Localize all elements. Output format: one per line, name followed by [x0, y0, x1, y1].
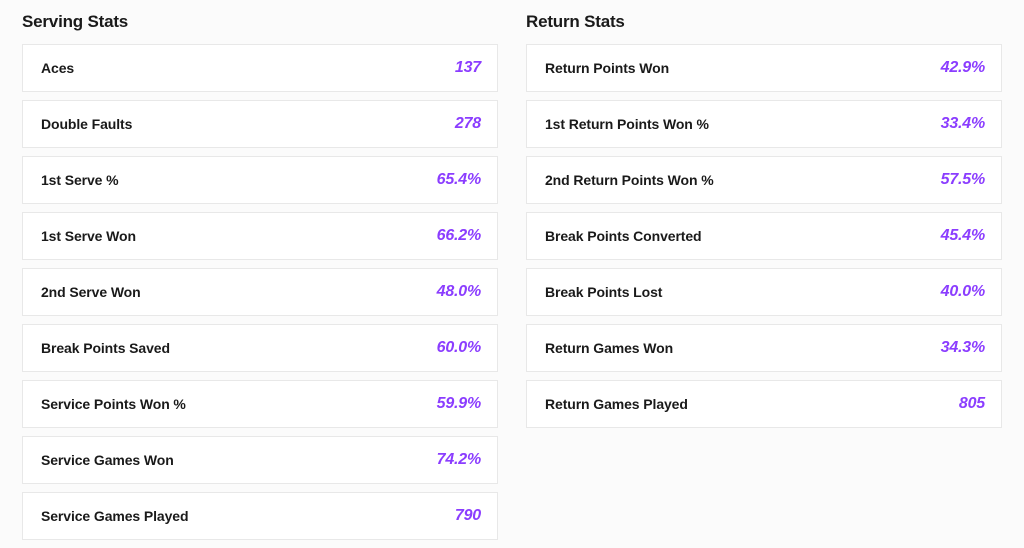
stat-row: 2nd Return Points Won % 57.5%	[526, 156, 1002, 204]
stat-label: 1st Return Points Won %	[545, 116, 709, 132]
stat-value: 57.5%	[941, 171, 985, 189]
stat-value: 34.3%	[941, 339, 985, 357]
stat-value: 278	[455, 115, 481, 133]
stat-label: Aces	[41, 60, 74, 76]
stat-label: 2nd Serve Won	[41, 284, 141, 300]
stat-value: 60.0%	[437, 339, 481, 357]
stat-value: 40.0%	[941, 283, 985, 301]
stat-label: Double Faults	[41, 116, 132, 132]
stat-row: Aces 137	[22, 44, 498, 92]
stat-value: 48.0%	[437, 283, 481, 301]
stat-value: 33.4%	[941, 115, 985, 133]
stat-label: Break Points Saved	[41, 340, 170, 356]
stat-row: 2nd Serve Won 48.0%	[22, 268, 498, 316]
stat-label: Break Points Converted	[545, 228, 702, 244]
stat-label: 2nd Return Points Won %	[545, 172, 714, 188]
stat-label: Return Games Won	[545, 340, 673, 356]
stats-columns: Serving Stats Aces 137 Double Faults 278 1st…	[22, 12, 1002, 548]
stat-label: 1st Serve %	[41, 172, 119, 188]
stat-value: 137	[455, 59, 481, 77]
stat-row: Return Points Won 42.9%	[526, 44, 1002, 92]
stat-row: Double Faults 278	[22, 100, 498, 148]
stat-value: 805	[959, 395, 985, 413]
stat-value: 45.4%	[941, 227, 985, 245]
stat-row: 1st Serve Won 66.2%	[22, 212, 498, 260]
stat-label: Service Games Played	[41, 508, 188, 524]
serving-stats-column: Serving Stats Aces 137 Double Faults 278 1st…	[22, 12, 498, 548]
stat-row: Return Games Played 805	[526, 380, 1002, 428]
stat-label: Break Points Lost	[545, 284, 662, 300]
stat-row: Break Points Lost 40.0%	[526, 268, 1002, 316]
stat-row: Service Games Won 74.2%	[22, 436, 498, 484]
stat-row: 1st Return Points Won % 33.4%	[526, 100, 1002, 148]
stat-value: 74.2%	[437, 451, 481, 469]
return-stats-list: Return Points Won 42.9% 1st Return Points …	[526, 44, 1002, 428]
stat-label: Return Points Won	[545, 60, 669, 76]
stat-label: Return Games Played	[545, 396, 688, 412]
stat-value: 59.9%	[437, 395, 481, 413]
stat-row: Service Games Played 790	[22, 492, 498, 540]
stat-value: 66.2%	[437, 227, 481, 245]
stat-label: 1st Serve Won	[41, 228, 136, 244]
stat-value: 790	[455, 507, 481, 525]
stat-value: 42.9%	[941, 59, 985, 77]
stat-label: Service Games Won	[41, 452, 174, 468]
stat-row: Break Points Converted 45.4%	[526, 212, 1002, 260]
return-stats-title: Return Stats	[526, 12, 1002, 32]
stat-row: Return Games Won 34.3%	[526, 324, 1002, 372]
stat-row: Service Points Won % 59.9%	[22, 380, 498, 428]
stat-value: 65.4%	[437, 171, 481, 189]
stat-row: 1st Serve % 65.4%	[22, 156, 498, 204]
stat-label: Service Points Won %	[41, 396, 186, 412]
stat-row: Break Points Saved 60.0%	[22, 324, 498, 372]
serving-stats-title: Serving Stats	[22, 12, 498, 32]
return-stats-column: Return Stats Return Points Won 42.9% 1st R…	[526, 12, 1002, 548]
serving-stats-list: Aces137Double Faults2781st Serve %65.4%1…	[22, 44, 498, 540]
